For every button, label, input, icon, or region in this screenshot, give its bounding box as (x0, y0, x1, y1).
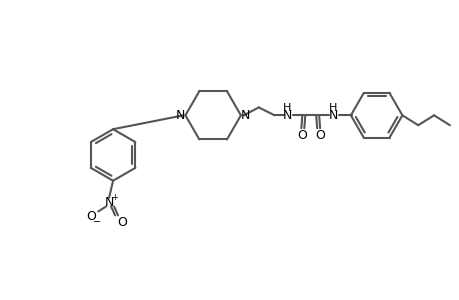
Text: N: N (241, 109, 250, 122)
Text: O: O (314, 129, 325, 142)
Text: N: N (328, 109, 337, 122)
Text: H: H (283, 103, 291, 113)
Text: O: O (297, 129, 307, 142)
Text: O: O (86, 210, 96, 223)
Text: H: H (328, 103, 336, 113)
Text: +: + (112, 193, 118, 202)
Text: N: N (104, 196, 113, 209)
Text: N: N (175, 109, 185, 122)
Text: O: O (117, 216, 127, 229)
Text: N: N (282, 109, 291, 122)
Text: −: − (93, 217, 101, 227)
